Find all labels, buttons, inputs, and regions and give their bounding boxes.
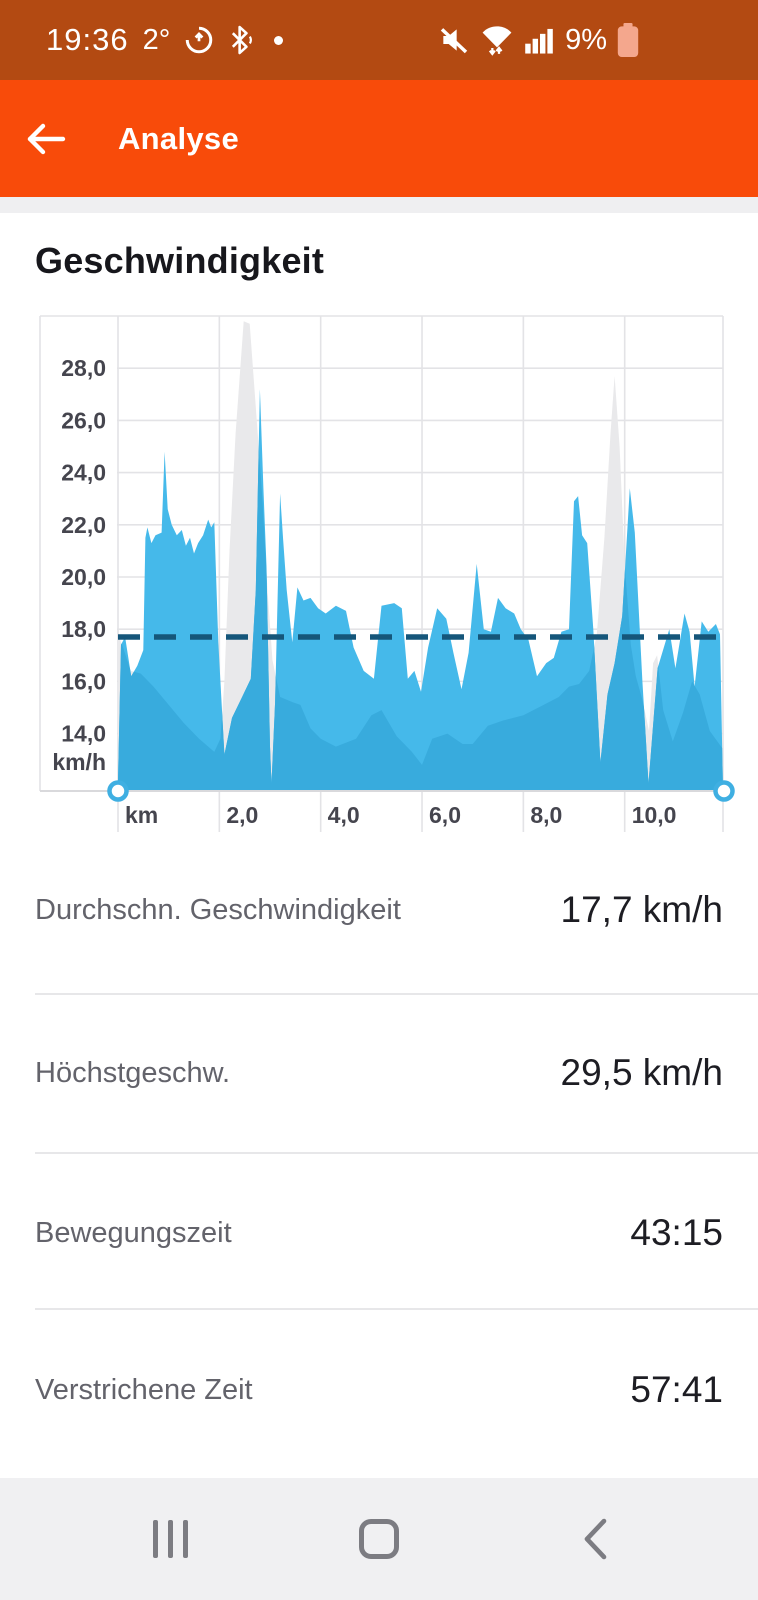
range-handle-right[interactable] — [713, 780, 735, 802]
y-tick-label: 28,0 — [61, 355, 106, 381]
x-tick-label: 6,0 — [429, 802, 461, 828]
y-tick-label: 14,0 — [61, 721, 106, 747]
divider — [35, 1308, 758, 1310]
stat-value: 43:15 — [630, 1212, 723, 1253]
stat-label: Höchstgeschw. — [35, 1056, 231, 1089]
stat-label: Verstrichene Zeit — [35, 1373, 253, 1406]
battery-icon — [616, 23, 640, 57]
signal-icon — [524, 24, 556, 56]
range-handle-left[interactable] — [107, 780, 129, 802]
y-tick-label: 22,0 — [61, 512, 106, 538]
home-icon — [359, 1519, 399, 1559]
x-tick-label: 2,0 — [226, 802, 258, 828]
y-tick-label: 20,0 — [61, 564, 106, 590]
stat-value: 57:41 — [630, 1369, 723, 1410]
battery-percent: 9% — [565, 23, 607, 56]
stat-label: Bewegungszeit — [35, 1216, 232, 1249]
data-saver-icon — [184, 25, 214, 55]
content-card — [0, 213, 758, 1478]
y-tick-label: 18,0 — [61, 616, 106, 642]
chart-heading: Geschwindigkeit — [35, 240, 325, 281]
y-axis-unit-label: km/h — [52, 749, 106, 775]
x-tick-label: 4,0 — [328, 802, 360, 828]
y-tick-label: 16,0 — [61, 668, 106, 694]
mute-icon — [438, 24, 470, 56]
status-temperature: 2° — [142, 23, 171, 56]
y-tick-label: 24,0 — [61, 460, 106, 486]
status-bar: 19:36 2° — [0, 0, 758, 80]
nav-back-icon — [584, 1518, 607, 1560]
divider — [35, 993, 758, 995]
status-time: 19:36 — [46, 22, 129, 57]
page-title: Analyse — [118, 120, 239, 156]
app-bar: Analyse — [0, 80, 758, 197]
x-tick-label: 10,0 — [632, 802, 677, 828]
stat-row-average-speed: Durchschn. Geschwindigkeit 17,7 km/h — [35, 881, 723, 939]
nav-back-button[interactable] — [535, 1478, 655, 1600]
x-tick-label: km — [125, 802, 158, 828]
stat-value: 17,7 km/h — [560, 889, 723, 930]
home-button[interactable] — [319, 1478, 439, 1600]
stat-row-moving-time: Bewegungszeit 43:15 — [35, 1204, 723, 1262]
stat-value: 29,5 km/h — [560, 1052, 723, 1093]
recents-icon — [152, 1520, 188, 1558]
android-nav-bar — [0, 1478, 758, 1600]
speed-chart: 28,0 26,0 24,0 22,0 20,0 18,0 16,0 14,0km/h km 2,… — [39, 315, 735, 832]
bluetooth-icon — [228, 25, 254, 55]
x-tick-label: 8,0 — [530, 802, 562, 828]
back-arrow-icon — [27, 123, 66, 154]
back-button[interactable] — [0, 80, 90, 197]
divider — [35, 1152, 758, 1154]
recents-button[interactable] — [110, 1478, 230, 1600]
stat-row-elapsed-time: Verstrichene Zeit 57:41 — [35, 1361, 723, 1419]
elevation-area — [118, 321, 723, 791]
notification-dot-icon — [274, 35, 284, 45]
stat-label: Durchschn. Geschwindigkeit — [35, 893, 401, 926]
wifi-icon — [479, 24, 515, 56]
stat-row-max-speed: Höchstgeschw. 29,5 km/h — [35, 1044, 723, 1102]
y-tick-label: 26,0 — [61, 407, 106, 433]
